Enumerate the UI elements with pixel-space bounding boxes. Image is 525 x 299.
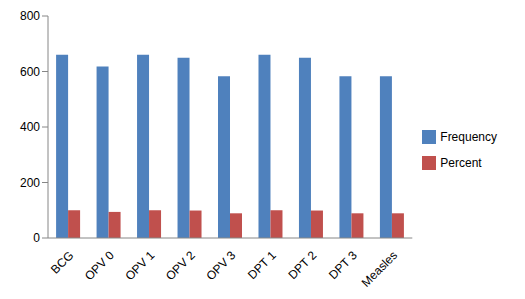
svg-text:Measles: Measles (359, 248, 400, 289)
svg-text:0: 0 (33, 231, 40, 245)
svg-text:OPV 1: OPV 1 (122, 248, 157, 283)
svg-text:OPV 2: OPV 2 (163, 248, 198, 283)
svg-text:200: 200 (20, 176, 40, 190)
html-text:Percent: Percent (440, 155, 482, 170)
html-text:Frequency: Frequency (440, 129, 497, 144)
svg-text:800: 800 (20, 9, 40, 23)
svg-text:400: 400 (20, 120, 40, 134)
svg-text:600: 600 (20, 65, 40, 79)
svg-text:DPT 3: DPT 3 (326, 248, 360, 282)
svg-text:DPT 1: DPT 1 (245, 248, 279, 282)
svg-text:BCG: BCG (48, 248, 76, 276)
svg-text:DPT 2: DPT 2 (285, 248, 319, 282)
svg-text:OPV 0: OPV 0 (82, 248, 117, 283)
svg-text:OPV 3: OPV 3 (203, 248, 238, 283)
